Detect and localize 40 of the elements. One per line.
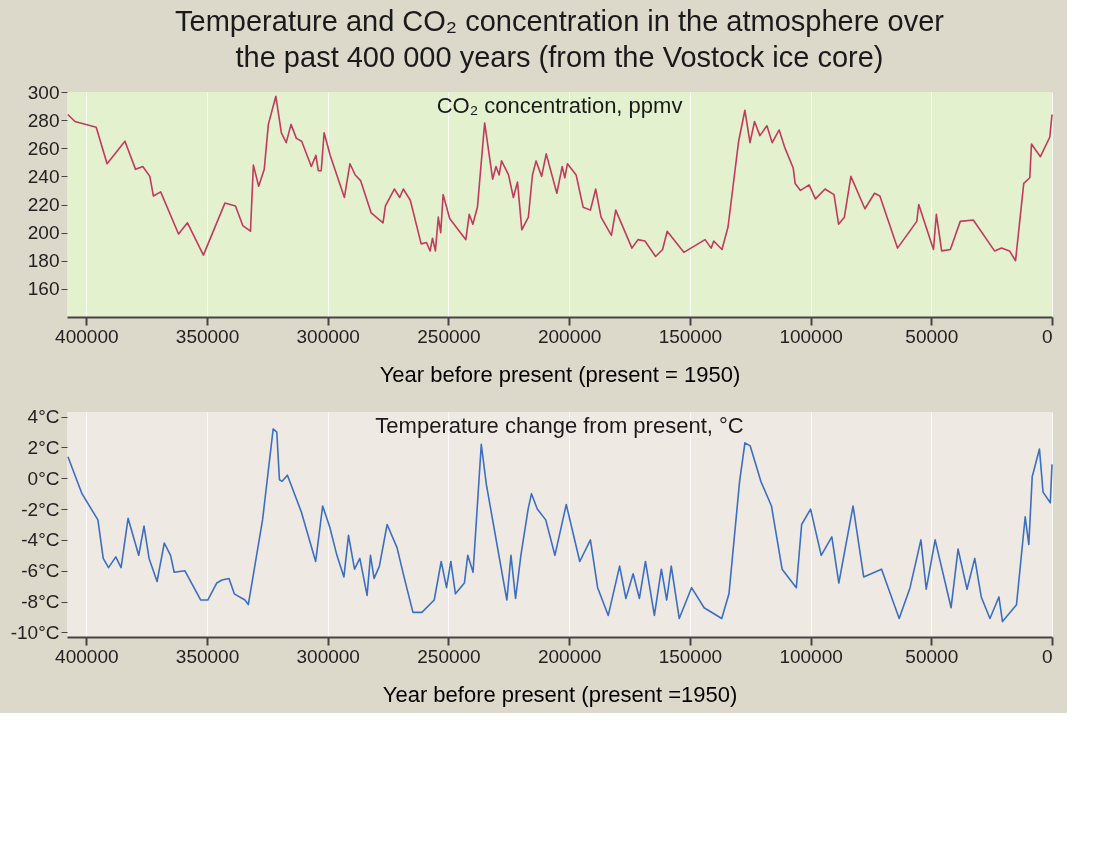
x-tick-label: 50000 — [905, 325, 959, 347]
y-tick-label: 220 — [27, 194, 60, 215]
y-tick-label: 240 — [27, 165, 60, 187]
x-tick-label: 250000 — [417, 325, 481, 347]
annotation: CO₂ concentration, ppmv — [436, 93, 683, 118]
x-tick-label: 400000 — [55, 645, 119, 667]
y-tick-label: -8°C — [21, 591, 60, 613]
line-series — [66, 95, 1053, 262]
x-tick-label: 0 — [1041, 325, 1053, 347]
x-tick-label: 150000 — [658, 325, 723, 347]
y-tick-label: 0°C — [27, 467, 60, 489]
x-tick-label: 100000 — [779, 645, 843, 667]
y-tick-label: 4°C — [27, 406, 60, 428]
y-tick-label: 160 — [27, 278, 60, 300]
y-tick-label: 180 — [27, 250, 60, 272]
y-tick-label: 300 — [27, 81, 60, 103]
x-tick-label: 150000 — [658, 645, 723, 667]
x-tick-label: 300000 — [296, 325, 360, 347]
y-tick-label: -10°C — [10, 621, 60, 643]
x-tick-label: 200000 — [537, 325, 602, 347]
x-tick-label: 0 — [1041, 645, 1053, 667]
x-tick-label: 100000 — [779, 325, 843, 347]
x-tick-label: 350000 — [175, 645, 240, 667]
x-tick-label: 350000 — [175, 325, 240, 347]
y-tick-label: -6°C — [21, 560, 60, 582]
x-tick-label: 50000 — [905, 645, 959, 667]
x-tick-label: 200000 — [537, 645, 602, 667]
x-axis-title: Year before present (present =1950) — [382, 681, 738, 707]
y-tick-label: -4°C — [21, 529, 60, 551]
annotation: Temperature change from present, °C — [375, 413, 744, 438]
y-tick-label: 2°C — [27, 436, 60, 458]
y-tick-label: 200 — [27, 222, 60, 244]
x-tick-label: 250000 — [417, 645, 481, 667]
x-tick-label: 300000 — [296, 645, 360, 667]
x-axis-title: Year before present (present = 1950) — [379, 361, 741, 387]
chart-title: Temperature and CO₂ concentration in the atmosphere over the past 400 000 years (from the Vostock ice core) — [175, 5, 945, 73]
y-tick-label: -2°C — [21, 498, 60, 520]
y-tick-label: 280 — [27, 109, 60, 131]
x-tick-label: 400000 — [55, 325, 119, 347]
y-tick-label: 260 — [27, 137, 60, 159]
